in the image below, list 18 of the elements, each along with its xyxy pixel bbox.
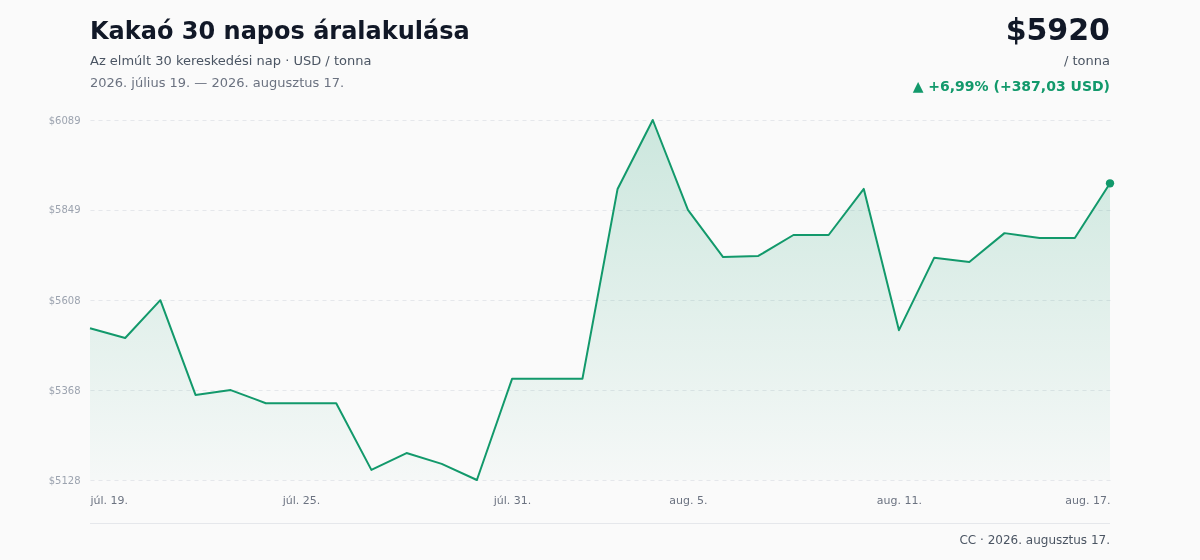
y-tick-label: $6089 — [48, 114, 81, 126]
text: ▲ +6,99% (+387,03 USD) — [912, 78, 1110, 94]
x-tick-label: júl. 25. — [281, 493, 321, 507]
x-tick-label: júl. 19. — [89, 493, 129, 507]
text: $5920 — [1005, 12, 1110, 47]
chart-title: Kakaó 30 napos áralakulása — [90, 17, 470, 45]
y-tick-label: $5849 — [48, 204, 81, 216]
text: CC · 2026. augusztus 17. — [959, 533, 1110, 547]
chart-subtitle: Az elmúlt 30 kereskedési nap · USD / tonna — [90, 53, 372, 68]
x-tick-label: júl. 31. — [492, 493, 532, 507]
x-tick-label: aug. 5. — [669, 493, 708, 507]
x-tick-label: aug. 17. — [1065, 493, 1111, 507]
y-tick-label: $5608 — [48, 294, 81, 306]
y-tick-label: $5368 — [48, 384, 81, 396]
text: / tonna — [1063, 53, 1110, 68]
y-tick-label: $5128 — [48, 474, 81, 486]
text: 2026. július 19. — 2026. augusztus 17. — [90, 75, 345, 90]
x-tick-label: aug. 11. — [876, 493, 923, 507]
